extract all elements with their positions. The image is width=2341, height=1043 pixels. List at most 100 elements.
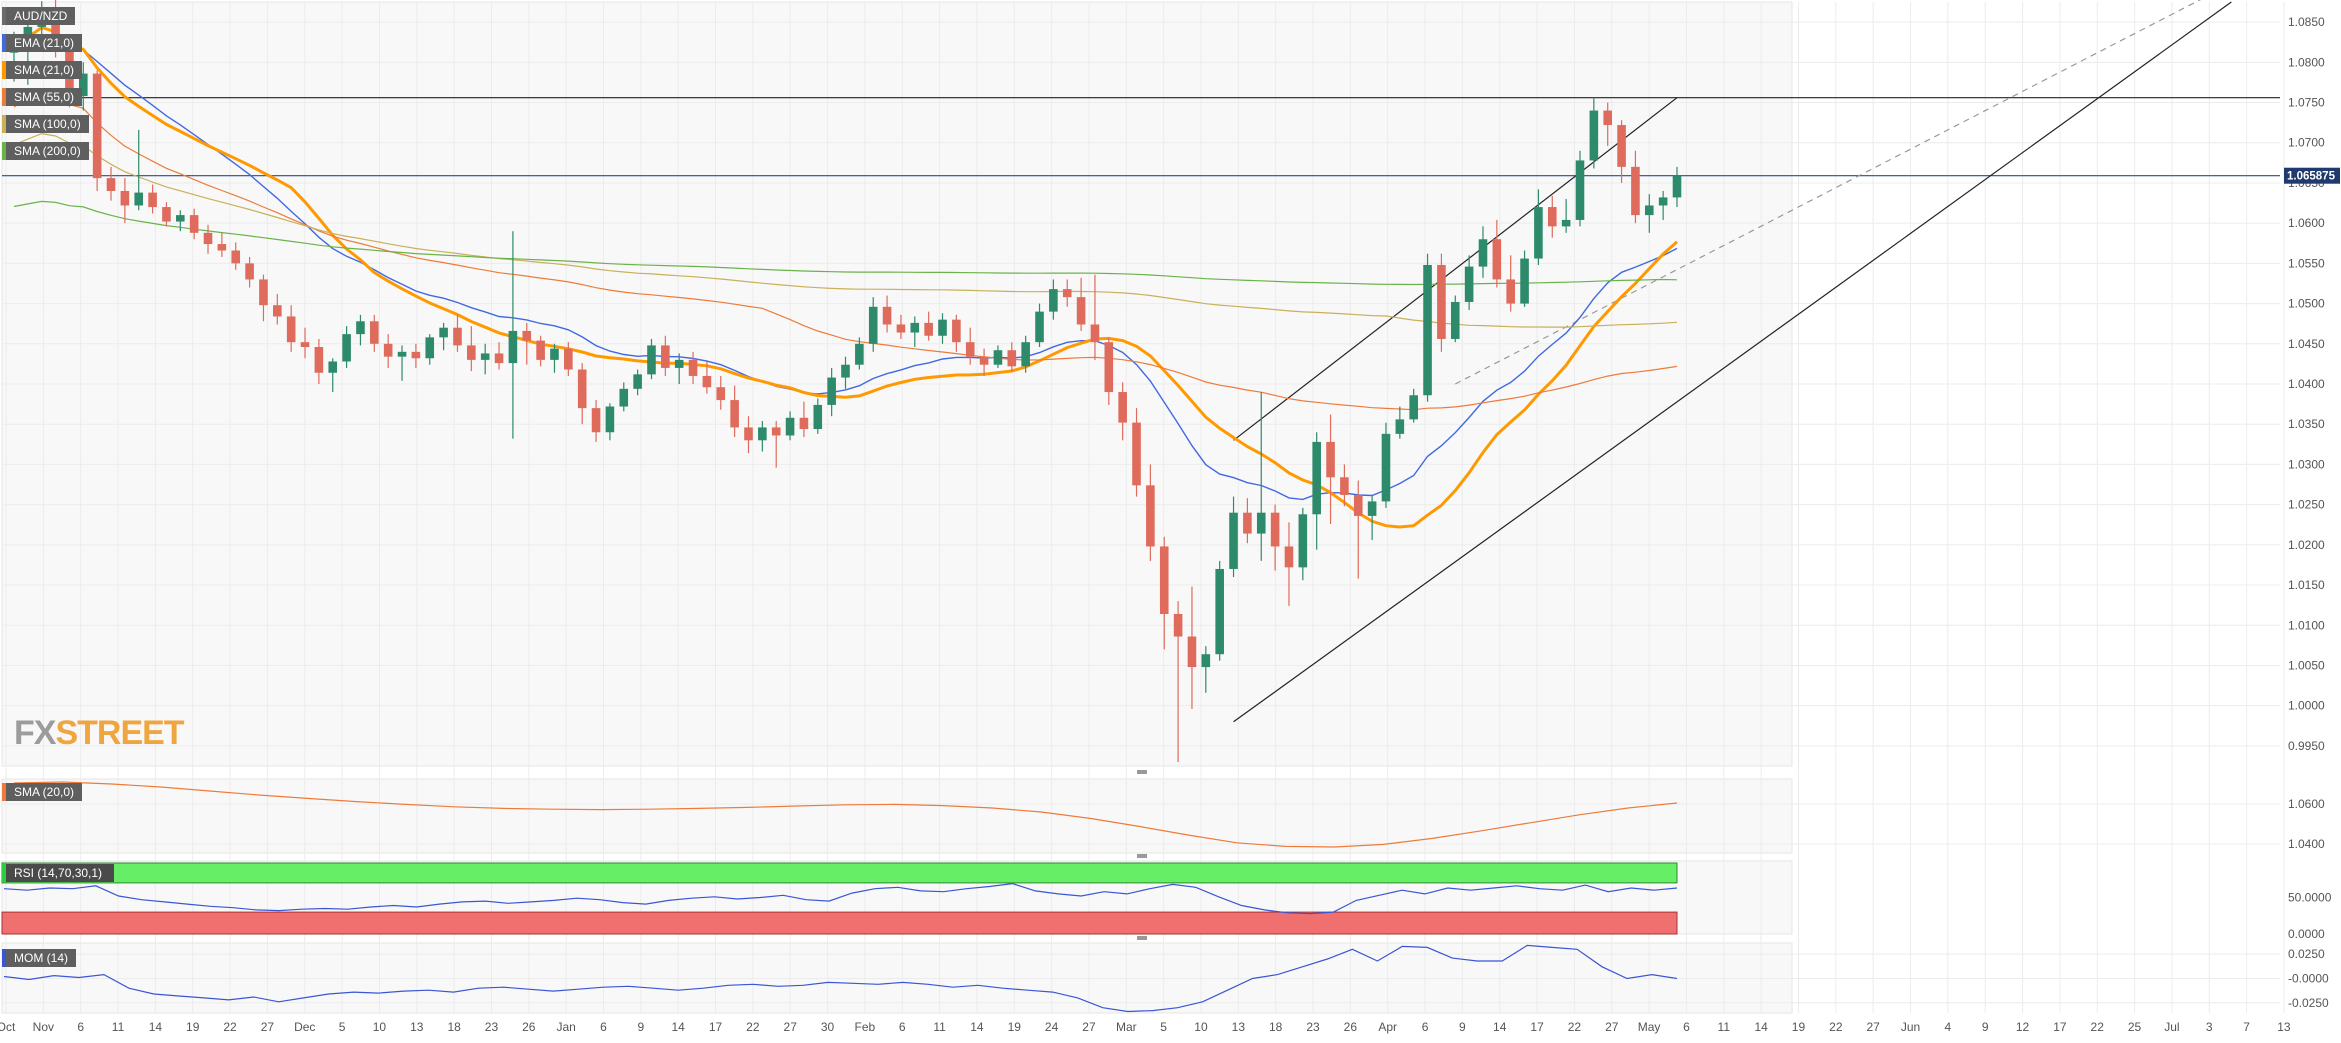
- bullish-candle: [1672, 166, 1682, 208]
- candle-body: [965, 342, 975, 357]
- bullish-candle: [1049, 279, 1058, 320]
- candle-body: [1062, 289, 1072, 298]
- bearish-candle: [952, 314, 961, 352]
- candle-body: [1520, 258, 1529, 304]
- legend-ema[interactable]: EMA (21,0): [2, 34, 83, 52]
- bearish-candle: [1603, 102, 1613, 146]
- bearish-candle: [979, 348, 989, 376]
- bearish-candle: [467, 326, 476, 372]
- legend-label: SMA (55,0): [14, 90, 75, 104]
- bullish-candle: [342, 326, 351, 368]
- y-tick-label: 1.0400: [2288, 837, 2325, 851]
- x-tick-label: 26: [522, 1020, 536, 1034]
- bearish-candle: [730, 385, 739, 438]
- candle-body: [342, 334, 351, 362]
- candle-body: [979, 356, 989, 365]
- x-tick-label: 9: [1459, 1020, 1466, 1034]
- legend-mom[interactable]: MOM (14): [2, 949, 76, 967]
- candle-body: [674, 359, 684, 368]
- bearish-candle: [1270, 504, 1280, 571]
- candle-body: [1090, 324, 1100, 343]
- x-tick-label: 17: [2053, 1020, 2067, 1034]
- legend-swatch: [2, 34, 6, 52]
- x-tick-label: 12: [2016, 1020, 2030, 1034]
- y-tick-label: 1.0850: [2288, 15, 2325, 29]
- x-tick-label: 7: [2243, 1020, 2250, 1034]
- bearish-candle: [1353, 480, 1363, 579]
- candle-body: [841, 364, 850, 378]
- candle-body: [1270, 512, 1280, 547]
- candle-body: [550, 348, 559, 360]
- bearish-candle: [120, 178, 130, 224]
- candle-body: [688, 359, 698, 376]
- candle-body: [259, 279, 268, 306]
- bullish-candle: [647, 338, 656, 380]
- candle-body: [813, 404, 823, 430]
- y-tick-label: 1.0800: [2288, 55, 2325, 69]
- candle-body: [785, 417, 795, 436]
- legend-swatch: [2, 7, 6, 25]
- legend-label: RSI (14,70,30,1): [14, 866, 103, 880]
- candle-body: [1118, 392, 1127, 423]
- candle-body: [1243, 512, 1252, 534]
- candle-body: [1547, 207, 1557, 227]
- bullish-candle: [134, 129, 144, 211]
- bearish-candle: [1617, 120, 1626, 183]
- candle-body: [286, 316, 296, 343]
- legend-label: EMA (21,0): [14, 36, 75, 50]
- legend-swatch: [2, 61, 6, 79]
- legend-sma[interactable]: SMA (55,0): [2, 88, 83, 106]
- x-tick-label: 22: [1568, 1020, 1582, 1034]
- bearish-candle: [1547, 195, 1557, 238]
- candle-body: [467, 345, 476, 360]
- candle-body: [1021, 342, 1030, 367]
- candle-body: [882, 306, 892, 325]
- x-tick-label: 11: [933, 1020, 946, 1034]
- legend-sma[interactable]: SMA (20,0): [2, 783, 83, 801]
- bearish-candle: [882, 295, 892, 333]
- x-tick-label: 19: [186, 1020, 200, 1034]
- legend-sma[interactable]: SMA (100,0): [2, 115, 89, 133]
- bullish-candle: [633, 369, 642, 396]
- bullish-candle: [1381, 422, 1391, 508]
- bearish-candle: [1173, 601, 1183, 762]
- y-tick-label: 1.0350: [2288, 417, 2325, 431]
- bullish-candle: [1021, 335, 1030, 373]
- x-tick-label: Jun: [1901, 1020, 1920, 1034]
- legend-rsi[interactable]: RSI (14,70,30,1): [2, 864, 114, 882]
- legend-audnzd[interactable]: AUD/NZD: [2, 7, 76, 25]
- x-tick-label: 26: [1344, 1020, 1358, 1034]
- legend-sma[interactable]: SMA (200,0): [2, 142, 89, 160]
- bullish-candle: [938, 313, 947, 344]
- legend-sma[interactable]: SMA (21,0): [2, 61, 83, 79]
- x-tick-label: Nov: [33, 1020, 54, 1034]
- candle-body: [799, 417, 809, 430]
- candle-body: [383, 343, 393, 357]
- bullish-candle: [1450, 295, 1460, 343]
- legend-swatch: [2, 115, 6, 133]
- legend-label: SMA (20,0): [14, 785, 75, 799]
- x-tick-label: 17: [709, 1020, 723, 1034]
- bearish-candle: [924, 311, 933, 341]
- bearish-candle: [1062, 279, 1072, 307]
- x-tick-label: 25: [2128, 1020, 2142, 1034]
- indicator-line-sma: [13, 200, 1678, 286]
- candle-body: [924, 322, 933, 336]
- y-tick-label: 0.9950: [2288, 739, 2325, 753]
- candle-body: [439, 327, 448, 338]
- bearish-candle: [92, 70, 102, 191]
- x-tick-label: 22: [746, 1020, 760, 1034]
- y-tick-label: 1.0750: [2288, 96, 2325, 110]
- candle-body: [827, 377, 836, 405]
- bullish-candle: [1312, 432, 1321, 550]
- bullish-candle: [480, 343, 490, 375]
- bearish-candle: [661, 335, 670, 376]
- candle-body: [1007, 350, 1017, 367]
- candle-body: [1409, 395, 1418, 420]
- bearish-candle: [148, 184, 157, 214]
- bullish-candle: [1589, 97, 1599, 169]
- bullish-candle: [674, 353, 684, 384]
- candle-body: [425, 337, 435, 359]
